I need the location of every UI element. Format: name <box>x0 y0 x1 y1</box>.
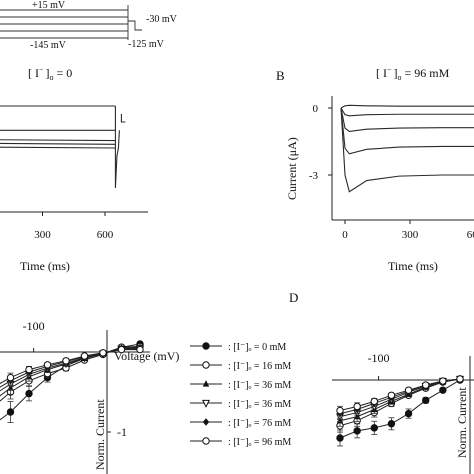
open-circle-marker <box>136 345 144 354</box>
panel-b-ticks: 0 300 600 0 -3 <box>309 103 474 241</box>
panel-a-x-label: Time (ms) <box>20 259 70 273</box>
filled-circle-marker <box>370 424 378 432</box>
y-tick-label: -3 <box>309 170 319 182</box>
open-circle-marker <box>439 377 447 385</box>
panel-a-title: [ I−]o = 0 <box>28 65 72 82</box>
open-circle-marker <box>404 386 413 394</box>
panel-c-x-label: Voltage (mV) <box>114 349 179 363</box>
open-circle-marker <box>80 352 89 360</box>
panel-d-y-label: Norm. Current <box>455 387 469 458</box>
open-circle-marker <box>43 361 52 369</box>
open-circle-marker <box>387 391 396 399</box>
x-tick-label: 600 <box>97 229 114 241</box>
open-circle-marker <box>353 402 361 411</box>
current-trace <box>340 107 474 117</box>
panel-b-y-label: Current (μA) <box>285 137 299 200</box>
current-trace <box>0 146 116 149</box>
voltage-protocol: +15 mV -145 mV -30 mV -125 mV <box>0 0 178 51</box>
tail-current-mark <box>120 114 126 123</box>
open-circle-marker <box>370 397 378 406</box>
filled-circle-marker <box>336 434 344 442</box>
open-circle-marker <box>117 345 126 354</box>
open-circle-marker <box>422 381 430 389</box>
filled-circle-marker <box>404 409 413 418</box>
open-circle-marker <box>456 375 464 383</box>
open-circle-marker <box>336 406 344 415</box>
tail-current-transient <box>114 130 120 189</box>
open-circle-marker <box>62 357 70 365</box>
x-tick-label: 600 <box>467 229 474 241</box>
panel-c-ticks: -100 -1 <box>23 319 127 439</box>
protocol-label: -145 mV <box>30 40 67 51</box>
open-circle-marker <box>25 365 33 374</box>
filled-circle-marker <box>387 420 396 428</box>
panel-d: D -100 Norm. Current <box>289 290 474 474</box>
open-circle-marker <box>99 349 107 357</box>
open-circle-marker <box>202 437 210 445</box>
y-tick-label: 0 <box>313 103 319 115</box>
legend-label: : [I⁻]ₒ = 76 mM <box>228 418 291 429</box>
legend-label: : [I⁻]ₒ = 36 mM <box>228 399 291 410</box>
panel-d-plot <box>335 375 465 447</box>
panel-a-x-ticks: 300 600 <box>34 212 114 241</box>
panel-d-ticks: -100 <box>368 351 390 380</box>
panel-b-title: [ I−]o = 96 mM <box>376 65 450 82</box>
panel-d-letter: D <box>289 290 298 305</box>
filled-circle-marker <box>25 389 33 398</box>
current-trace <box>340 104 474 109</box>
protocol-label: -125 mV <box>128 39 165 50</box>
y-tick-label: -1 <box>117 425 127 439</box>
x-tick-label: -100 <box>23 319 45 333</box>
x-tick-label: -100 <box>368 351 390 365</box>
legend-label: : [I⁻]ₒ = 16 mM <box>228 361 291 372</box>
panel-b-traces <box>340 104 474 193</box>
legend-label: : [I⁻]ₒ = 96 mM <box>228 437 291 448</box>
panel-a: [ I−]o = 0 300 600 Time (ms) <box>0 65 148 273</box>
filled-triangle-up-marker <box>202 380 210 387</box>
filled-circle-marker <box>439 386 447 394</box>
filled-circle-marker <box>353 427 361 435</box>
legend: : [I⁻]ₒ = 0 mM : [I⁻]ₒ = 16 mM : [I⁻]ₒ = 3… <box>190 342 291 448</box>
current-trace <box>0 142 116 145</box>
x-tick-label: 300 <box>402 229 419 241</box>
filled-circle-marker <box>422 396 430 405</box>
filled-circle-marker <box>6 408 15 416</box>
filled-circle-marker <box>202 342 210 350</box>
panel-a-traces <box>0 105 126 189</box>
open-circle-marker <box>6 373 15 382</box>
current-trace <box>340 107 474 133</box>
panel-c-plot <box>0 340 145 423</box>
protocol-label: +15 mV <box>32 0 66 11</box>
panel-b-x-label: Time (ms) <box>388 259 438 273</box>
panel-c: -100 -1 Voltage (mV) Norm. Current <box>0 319 179 474</box>
protocol-label: -30 mV <box>146 14 178 25</box>
x-tick-label: 0 <box>342 229 348 241</box>
panel-c-y-label: Norm. Current <box>93 399 107 470</box>
protocol-tail-step <box>128 20 142 31</box>
legend-label: : [I⁻]ₒ = 0 mM <box>228 342 286 353</box>
legend-label: : [I⁻]ₒ = 36 mM <box>228 380 291 391</box>
filled-diamond-marker <box>202 418 210 426</box>
panel-b-letter: B <box>276 68 285 83</box>
open-circle-marker <box>202 361 210 369</box>
open-triangle-down-marker <box>201 399 211 408</box>
panel-b: B [ I−]o = 96 mM 0 300 600 0 -3 Current (μA)… <box>276 65 474 273</box>
current-trace <box>340 107 474 155</box>
current-trace <box>0 139 116 142</box>
x-tick-label: 300 <box>34 229 51 241</box>
current-trace <box>340 107 474 193</box>
